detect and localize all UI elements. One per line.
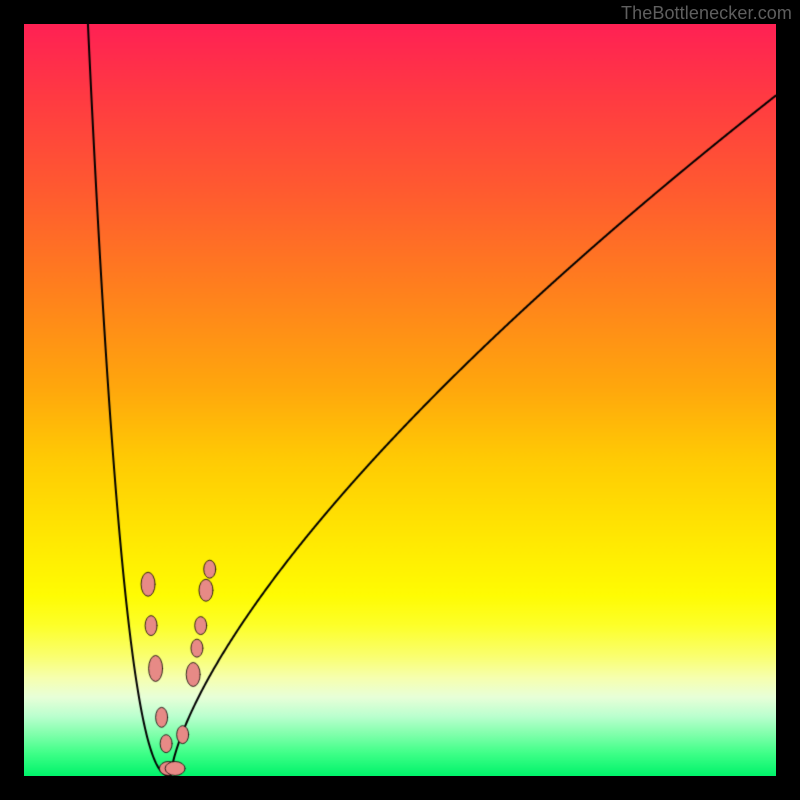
chart-frame: TheBottlenecker.com [0,0,800,800]
watermark-label: TheBottlenecker.com [621,3,792,24]
plot-area [24,24,776,776]
bottleneck-curve-canvas [24,24,776,776]
